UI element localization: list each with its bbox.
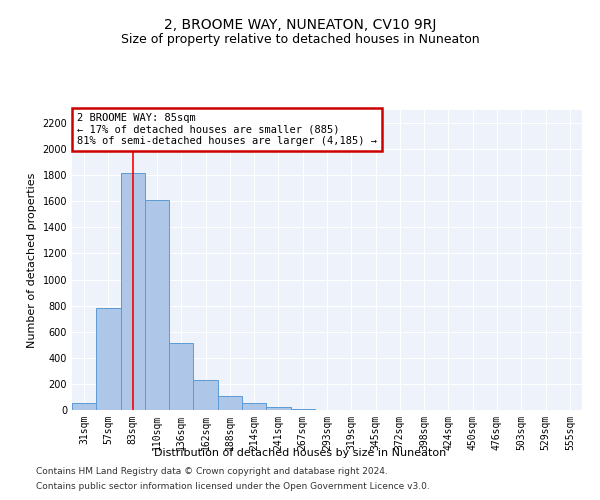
Text: Contains HM Land Registry data © Crown copyright and database right 2024.: Contains HM Land Registry data © Crown c… xyxy=(36,467,388,476)
Bar xyxy=(290,408,315,410)
Text: Contains public sector information licensed under the Open Government Licence v3: Contains public sector information licen… xyxy=(36,482,430,491)
Y-axis label: Number of detached properties: Number of detached properties xyxy=(27,172,37,348)
Bar xyxy=(266,406,290,410)
Bar xyxy=(242,403,266,410)
Bar xyxy=(72,404,96,410)
Bar xyxy=(121,172,145,410)
Bar xyxy=(193,380,218,410)
Text: Size of property relative to detached houses in Nuneaton: Size of property relative to detached ho… xyxy=(121,32,479,46)
Text: Distribution of detached houses by size in Nuneaton: Distribution of detached houses by size … xyxy=(154,448,446,458)
Text: 2 BROOME WAY: 85sqm
← 17% of detached houses are smaller (885)
81% of semi-detac: 2 BROOME WAY: 85sqm ← 17% of detached ho… xyxy=(77,113,377,146)
Bar xyxy=(169,343,193,410)
Bar xyxy=(218,396,242,410)
Bar xyxy=(96,308,121,410)
Bar xyxy=(145,200,169,410)
Text: 2, BROOME WAY, NUNEATON, CV10 9RJ: 2, BROOME WAY, NUNEATON, CV10 9RJ xyxy=(164,18,436,32)
